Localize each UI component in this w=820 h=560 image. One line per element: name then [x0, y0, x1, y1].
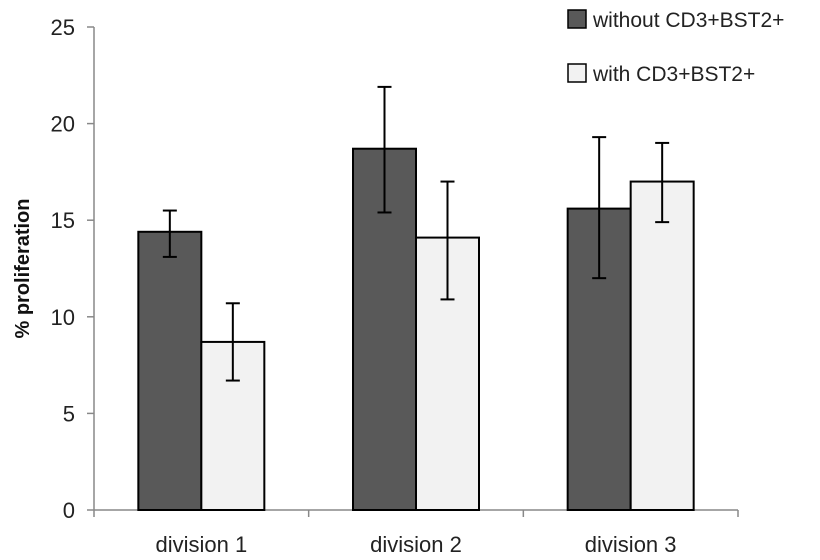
x-axis-labels: division 1 division 2 division 3 [93, 510, 739, 557]
y-tick-label: 25 [51, 15, 75, 40]
legend: without CD3+BST2+ with CD3+BST2+ [567, 9, 784, 86]
y-tick-label: 5 [63, 401, 75, 426]
y-tick-label: 0 [63, 498, 75, 523]
y-tick-label: 10 [51, 305, 75, 330]
error-bar-group [162, 85, 670, 382]
legend-label-with: with CD3+BST2+ [592, 63, 755, 86]
y-axis-title: % proliferation [12, 198, 34, 338]
y-tick-label: 20 [51, 112, 75, 137]
x-category-label: division 2 [370, 532, 462, 557]
bar-without-division-1 [137, 230, 203, 512]
x-category-label: division 3 [585, 532, 677, 557]
legend-swatch-without [567, 9, 587, 29]
legend-label-without: without CD3+BST2+ [592, 9, 784, 32]
y-tick-label: 15 [51, 208, 75, 233]
y-axis-ticks: 0 5 10 15 20 25 [51, 15, 94, 523]
bar-with-division-3 [629, 180, 695, 511]
legend-swatch-with [567, 63, 587, 83]
bar-group [137, 147, 695, 512]
x-category-label: division 1 [155, 532, 247, 557]
